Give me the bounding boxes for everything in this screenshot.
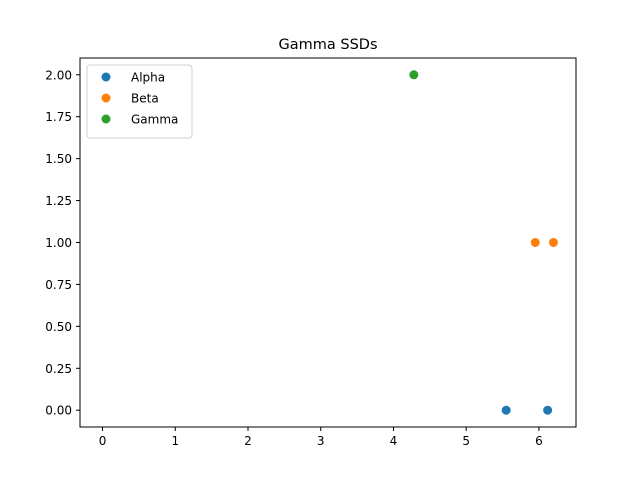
legend-label-beta: Beta (131, 92, 159, 106)
data-points (409, 70, 558, 415)
point-gamma (409, 70, 419, 80)
x-tick-label: 3 (317, 434, 325, 448)
y-tick-label: 0.25 (45, 362, 72, 376)
point-alpha (543, 405, 553, 415)
y-tick-label: 1.75 (45, 110, 72, 124)
y-tick-label: 0.75 (45, 278, 72, 292)
x-tick-label: 4 (390, 434, 398, 448)
point-beta (530, 238, 540, 247)
x-tick-label: 6 (535, 434, 543, 448)
y-tick-label: 2.00 (45, 68, 72, 82)
point-alpha (501, 405, 511, 415)
legend-marker-alpha (101, 72, 111, 82)
y-tick-label: 1.00 (45, 236, 72, 250)
y-tick-label: 1.25 (45, 194, 72, 208)
legend-marker-gamma (101, 114, 111, 124)
x-tick-label: 0 (99, 434, 107, 448)
y-tick-label: 1.50 (45, 152, 72, 166)
legend-label-gamma: Gamma (131, 113, 178, 127)
legend-box (86, 64, 193, 139)
legend: Alpha Beta Gamma (86, 64, 193, 139)
x-tick-label: 1 (171, 434, 179, 448)
y-tick-label: 0.50 (45, 320, 72, 334)
legend-marker-beta (101, 93, 111, 103)
y-axis: 0.00 0.25 0.50 0.75 1.00 1.25 1.50 1.75 2.00 (45, 68, 80, 418)
x-tick-label: 2 (244, 434, 252, 448)
legend-label-alpha: Alpha (131, 71, 165, 85)
y-tick-label: 0.00 (45, 404, 72, 418)
x-tick-label: 5 (462, 434, 470, 448)
point-beta (548, 238, 558, 247)
x-axis: 0 1 2 3 4 5 6 (99, 427, 543, 448)
chart-title: Gamma SSDs (279, 37, 378, 53)
